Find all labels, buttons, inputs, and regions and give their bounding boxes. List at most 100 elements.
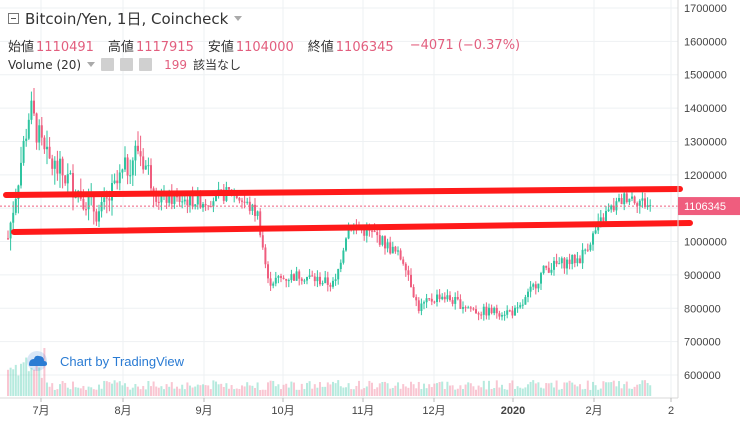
volume-bar [272,380,275,396]
volume-bar [495,380,498,396]
candle-body [646,205,649,208]
volume-bar [194,386,197,396]
volume-bar [636,384,639,396]
eye-icon[interactable] [101,58,115,71]
candle-body [511,310,514,316]
volume-na: 該当なし [192,58,241,72]
candle-body [170,192,173,204]
candle-body [306,276,308,281]
candle-body [623,193,626,205]
ohlc-open-label: 始値 [8,40,35,55]
candle-body [332,280,334,287]
candle-body [586,249,589,251]
volume-bar [612,380,615,396]
volume-bar [144,389,147,396]
tradingview-logo-icon [27,351,47,371]
volume-bar [540,387,542,396]
candle-body [649,205,652,207]
volume-bar [131,387,134,396]
y-tick-label: 1000000 [684,237,727,249]
candle-body [389,242,392,254]
volume-bar [553,387,555,396]
volume-bar [337,380,340,396]
volume-bar [376,387,379,396]
candle-body [126,157,129,176]
candle-body [594,230,597,234]
volume-bar [25,357,28,396]
volume-bar [443,389,446,396]
candle-body [475,309,477,314]
volume-bar [121,385,124,396]
candle-body [209,206,212,208]
volume-bar [410,381,412,396]
candle-body [521,304,524,306]
candle-body [436,294,438,302]
volume-bar [64,382,67,396]
volume-bar [56,389,59,396]
volume-bar [267,382,269,396]
volume-bar [347,383,350,396]
tradingview-watermark[interactable]: Chart by TradingView [22,350,184,372]
candle-body [454,296,457,304]
volume-bar [59,384,61,396]
x-tick-label: 7月 [32,405,49,417]
candle-body [547,267,550,273]
volume-bar [454,389,457,396]
x-tick-label: 8月 [114,405,131,417]
candle-body [261,235,264,248]
candle-body [33,100,35,114]
ohlc-high-label: 高値 [107,40,134,55]
volume-bar [235,388,238,396]
ohlc-high: 高値 1117915 [108,36,194,55]
candle-body [488,307,490,316]
candle-body [202,204,204,208]
candle-body [555,260,558,264]
volume-label[interactable]: Volume (20) [8,57,82,72]
volume-bar [638,384,641,396]
volume-bar [191,387,194,396]
candle-body [105,197,108,199]
candle-body [290,274,293,281]
volume-bar [241,385,243,396]
close-icon[interactable] [139,58,153,71]
volume-bar [493,388,496,396]
candle-body [48,146,51,159]
candle-body [14,198,17,213]
volume-bar [277,384,280,396]
last-price-tag: 1106345 [678,197,740,216]
volume-bar [649,385,652,396]
volume-bar [220,383,223,396]
candle-body [527,291,529,298]
candle-body [215,192,217,202]
volume-bar [329,384,332,396]
candle-body [425,298,428,303]
candle-body [118,172,121,184]
candle-body [563,258,566,269]
candle-body [178,196,181,202]
volume-bar [168,386,171,396]
collapse-icon[interactable] [8,13,19,24]
chevron-down-icon[interactable] [234,16,243,21]
volume-bar [527,384,529,396]
candle-body [607,209,610,212]
candle-body [558,263,561,265]
candle-body [124,157,126,170]
candle-body [51,158,54,169]
candle-body [129,175,132,177]
candle-body [319,276,321,285]
volume-chevron-icon[interactable] [87,62,96,67]
volume-bar [482,380,485,396]
volume-bar [134,384,137,396]
candle-body [269,278,272,286]
candle-body [467,307,470,309]
candle-body [342,250,345,263]
settings-icon[interactable] [120,58,134,71]
symbol-title[interactable]: Bitcoin/Yen, 1日, Coincheck [25,10,229,28]
volume-bar [560,388,563,396]
candle-body [56,160,59,174]
candle-body [131,160,134,176]
volume-bar [256,382,259,396]
candle-body [181,201,184,203]
candles [7,88,652,321]
